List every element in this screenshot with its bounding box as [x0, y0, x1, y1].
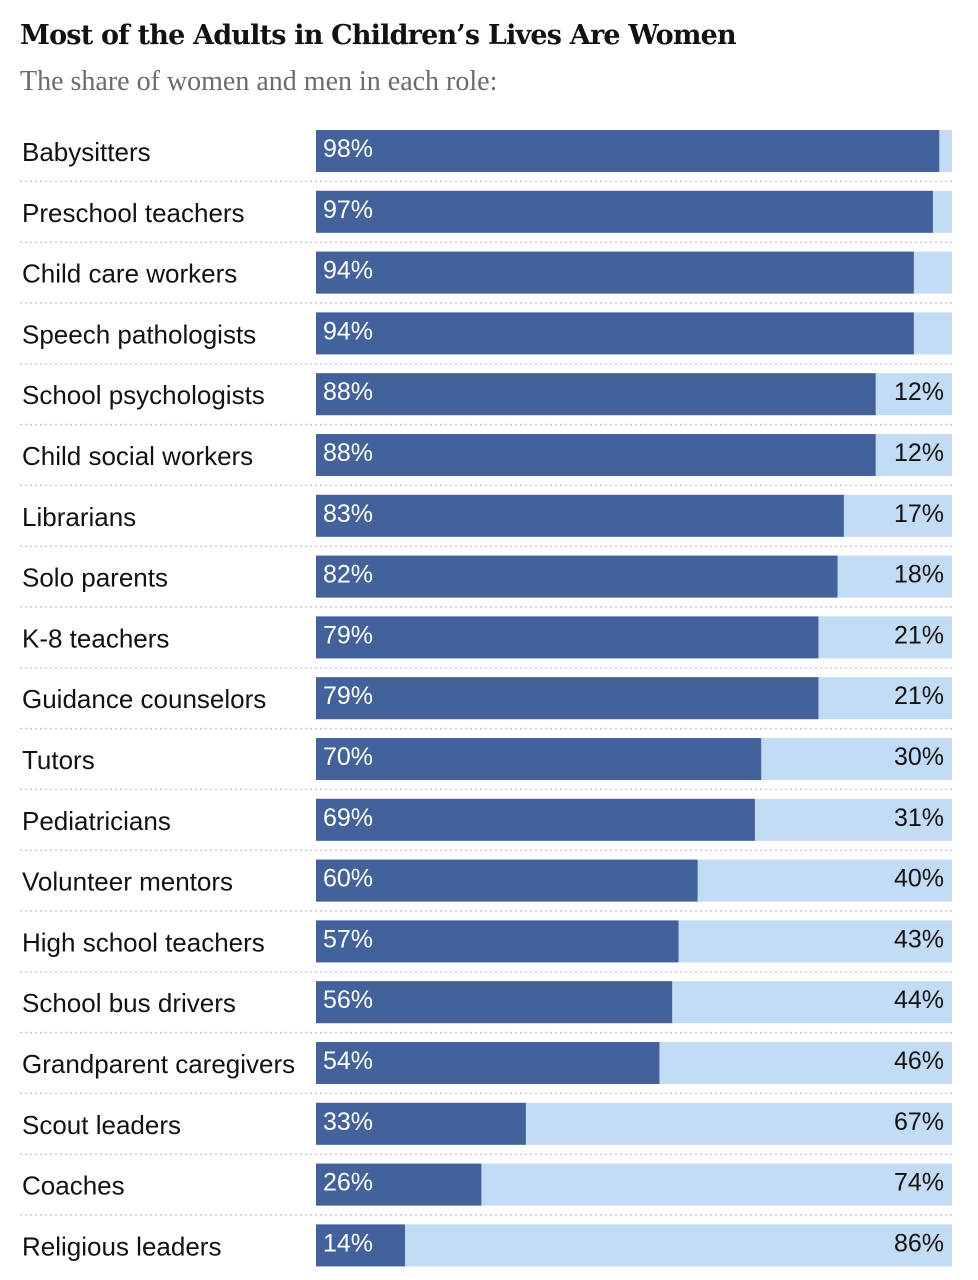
women-value-label: 83% [323, 500, 373, 528]
women-bar [316, 616, 819, 659]
women-value-label: 56% [323, 986, 373, 1014]
women-value-label: 57% [323, 925, 373, 953]
men-bar [316, 1224, 952, 1267]
women-bar [316, 251, 914, 294]
category-label: School bus drivers [22, 988, 236, 1018]
men-value-label: 46% [894, 1047, 944, 1075]
men-value-label: 44% [894, 986, 944, 1014]
women-value-label: 98% [323, 135, 373, 163]
women-value-label: 94% [323, 317, 373, 345]
category-label: Solo parents [22, 563, 168, 593]
women-bar [316, 130, 940, 172]
category-label: Volunteer mentors [22, 867, 233, 897]
men-value-label: 74% [894, 1169, 944, 1197]
women-value-label: 79% [323, 682, 373, 710]
women-value-label: 54% [323, 1047, 373, 1075]
category-label: School psychologists [22, 380, 265, 410]
category-label: Guidance counselors [22, 684, 266, 714]
women-bar [316, 677, 819, 720]
women-value-label: 97% [323, 196, 373, 224]
category-label: High school teachers [22, 927, 265, 957]
women-value-label: 26% [323, 1169, 373, 1197]
women-bar [316, 1163, 482, 1206]
women-value-label: 79% [323, 621, 373, 649]
category-label: Speech pathologists [22, 319, 256, 349]
women-value-label: 69% [323, 804, 373, 832]
women-bar [316, 434, 876, 476]
men-value-label: 12% [894, 439, 944, 467]
women-bar [316, 190, 933, 233]
men-value-label: 21% [894, 682, 944, 710]
women-bar [316, 1102, 526, 1145]
women-bar [316, 312, 914, 355]
men-value-label: 12% [894, 378, 944, 406]
category-label: Pediatricians [22, 806, 171, 836]
men-value-label: 40% [894, 865, 944, 893]
women-value-label: 70% [323, 743, 373, 771]
chart-title: Most of the Adults in Children’s Lives A… [20, 20, 737, 51]
women-value-label: 88% [323, 378, 373, 406]
women-value-label: 33% [323, 1108, 373, 1136]
women-bar [316, 738, 762, 780]
category-label: Child care workers [22, 259, 237, 289]
category-label: Preschool teachers [22, 198, 245, 228]
women-value-label: 82% [323, 561, 373, 589]
category-label: Babysitters [22, 137, 151, 167]
women-bar [316, 1224, 406, 1267]
women-bar [316, 920, 679, 963]
men-value-label: 17% [894, 500, 944, 528]
category-label: Grandparent caregivers [22, 1049, 295, 1079]
women-bar [316, 798, 755, 841]
women-bar [316, 1042, 660, 1084]
men-value-label: 30% [894, 743, 944, 771]
women-bar [316, 859, 698, 902]
men-value-label: 18% [894, 561, 944, 589]
men-value-label: 31% [894, 804, 944, 832]
men-value-label: 86% [894, 1229, 944, 1257]
category-label: Librarians [22, 502, 136, 532]
men-value-label: 67% [894, 1108, 944, 1136]
women-value-label: 94% [323, 257, 373, 285]
men-value-label: 43% [894, 925, 944, 953]
women-bar [316, 373, 876, 416]
women-value-label: 88% [323, 439, 373, 467]
women-value-label: 14% [323, 1229, 373, 1257]
category-label: K-8 teachers [22, 623, 169, 653]
women-bar [316, 981, 673, 1024]
category-label: Religious leaders [22, 1231, 221, 1261]
chart-subtitle: The share of women and men in each role: [20, 66, 498, 97]
women-bar [316, 555, 838, 598]
category-label: Scout leaders [22, 1110, 181, 1140]
men-value-label: 21% [894, 621, 944, 649]
women-bar [316, 494, 844, 537]
category-label: Tutors [22, 745, 95, 775]
category-label: Coaches [22, 1171, 125, 1201]
category-label: Child social workers [22, 441, 253, 471]
women-value-label: 60% [323, 865, 373, 893]
